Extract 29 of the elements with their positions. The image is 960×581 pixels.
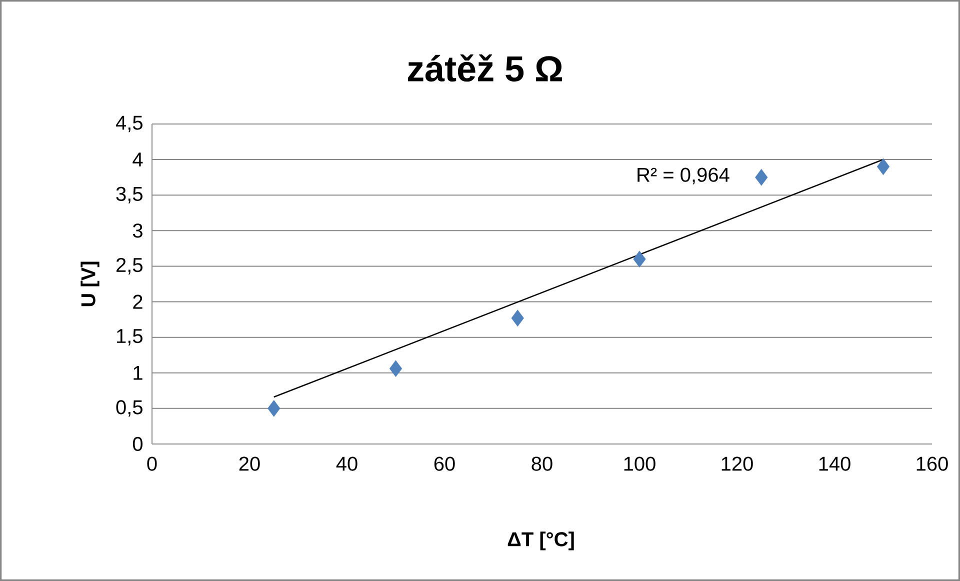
point: [268, 400, 280, 417]
point: [876, 158, 890, 175]
point: [633, 250, 646, 268]
y-tick-label: 3,5: [116, 186, 142, 204]
x-tick-label: 20: [239, 456, 260, 471]
x-tick-label: 0: [147, 456, 157, 471]
y-tick-label: 0,5: [116, 400, 142, 417]
x-tick-label: 100: [624, 456, 656, 471]
y-tick-label: 4: [132, 152, 143, 166]
point: [389, 360, 402, 377]
x-tick-label: 160: [916, 456, 948, 471]
x-tick-label: 80: [532, 456, 552, 471]
point: [511, 310, 524, 326]
x-axis-title: ΔT [°C]: [508, 532, 574, 550]
y-tick-label: 0: [132, 436, 143, 452]
annotation: R² = 0,964: [638, 168, 730, 184]
x-tick-label: 120: [722, 456, 753, 471]
x-tick-label: 40: [336, 456, 358, 471]
y-axis-title: U [V]: [80, 262, 100, 306]
chart-title: zátěž 5 Ω: [408, 54, 562, 82]
y-tick-label: 1: [134, 366, 142, 380]
y-tick-label: 3: [132, 224, 142, 238]
y-tick-label: 2: [133, 294, 142, 309]
x-tick-label: 60: [434, 456, 455, 471]
y-tick-label: 2,5: [116, 258, 142, 274]
y-tick-label: 1,5: [117, 329, 142, 346]
y-tick-label: 4,5: [116, 116, 142, 132]
point: [755, 169, 768, 186]
x-tick-label: 140: [819, 456, 850, 471]
